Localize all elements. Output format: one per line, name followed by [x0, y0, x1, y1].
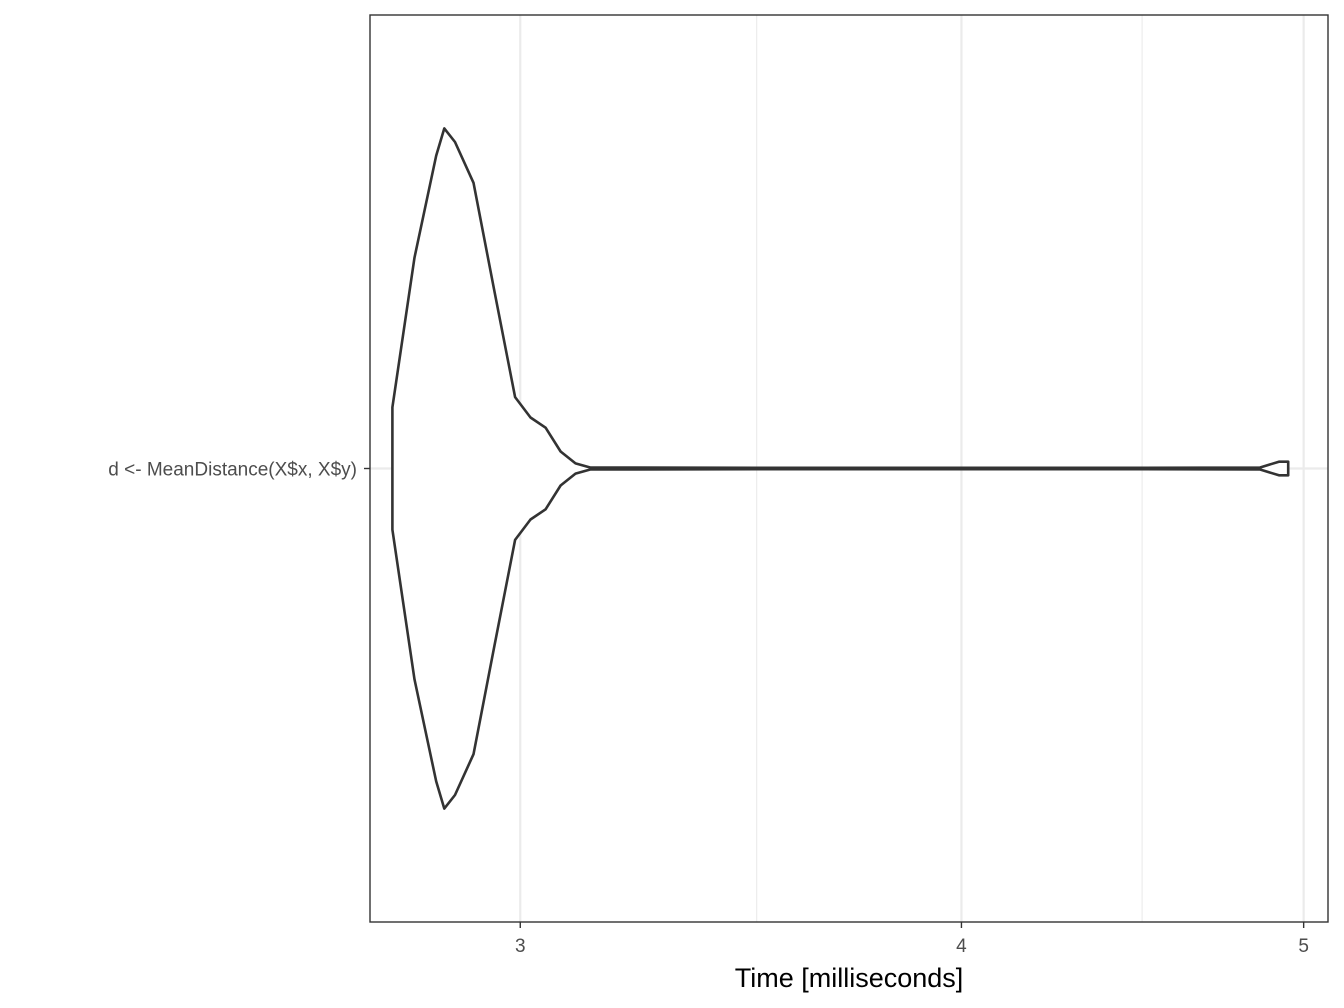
x-axis-title: Time [milliseconds] — [735, 963, 964, 993]
x-tick-label-1: 4 — [956, 936, 967, 957]
violin-0 — [391, 127, 1290, 810]
x-tick-label-0: 3 — [515, 936, 526, 957]
axis-layer: 3 4 5 d <- MeanDistance(X$x, X$y) — [108, 460, 1309, 958]
category-label-0: d <- MeanDistance(X$x, X$y) — [108, 460, 357, 481]
violin-layer — [391, 127, 1290, 810]
x-tick-label-2: 5 — [1298, 936, 1309, 957]
